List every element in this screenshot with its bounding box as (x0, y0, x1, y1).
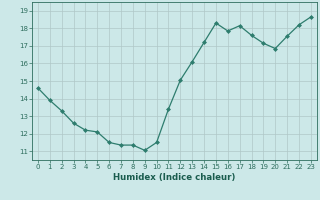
X-axis label: Humidex (Indice chaleur): Humidex (Indice chaleur) (113, 173, 236, 182)
